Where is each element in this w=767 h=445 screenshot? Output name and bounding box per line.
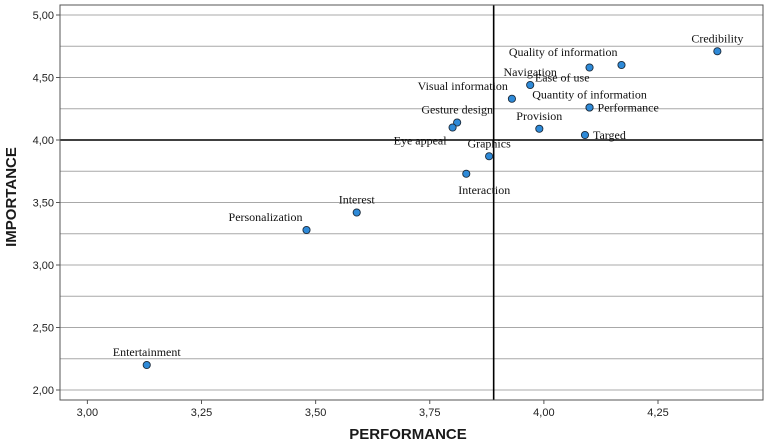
point-label: Provision [516,109,562,123]
point-label: Ease of use [535,71,590,85]
point-label: Gesture design [421,103,493,117]
data-point [448,123,457,132]
point-label: Eye appeal [394,134,448,148]
grid-lines [60,14,763,391]
point-label: Navigation [504,65,557,79]
point-label: Graphics [467,136,511,150]
x-tick-label: 4,25 [647,407,668,419]
y-tick-label: 4,50 [33,73,54,85]
data-point [302,225,311,235]
data-point [485,152,494,161]
point-label: Personalization [229,210,303,224]
point-label: Credibility [691,31,743,45]
x-tick-label: 3,25 [191,407,212,419]
y-tick-label: 4,00 [33,135,54,147]
point-label: Interaction [458,183,510,197]
point-label: Quantity of information [532,88,647,102]
point-label: Visual information [418,79,508,93]
data-point [580,130,590,140]
point-labels: Credibility Quality of information Ease of… [113,31,744,359]
data-point [507,94,516,103]
y-tick-label: 3,50 [33,198,54,210]
data-point [713,47,722,56]
y-axis-title: IMPORTANCE [3,147,20,247]
data-point [585,103,594,112]
y-tick-label: 3,00 [33,260,54,272]
point-label: Quality of information [509,45,618,59]
y-tick-label: 2,50 [33,323,54,335]
x-tick-label: 3,75 [419,407,440,419]
x-tick-label: 3,50 [305,407,326,419]
x-tick-label: 3,00 [77,407,98,419]
point-label: Interest [339,193,376,207]
data-point [462,169,471,178]
x-axis-title: PERFORMANCE [349,426,467,443]
reference-lines [60,5,763,400]
data-point [617,60,626,70]
x-tick-label: 4,00 [533,407,554,419]
point-label: Performance [598,101,659,115]
y-tick-label: 2,00 [33,385,54,397]
point-label: Entertainment [113,345,182,359]
y-tick-label: 5,00 [33,10,54,22]
x-tick-labels: 3,00 3,25 3,50 3,75 4,00 4,25 [77,400,669,419]
data-point [535,124,544,133]
data-point [142,360,151,370]
data-point [526,80,535,90]
data-point [585,63,594,72]
y-tick-labels: 2,00 2,50 3,00 3,50 4,00 4,50 5,00 [33,10,60,397]
data-point [352,208,361,217]
data-points [142,47,722,370]
data-point [453,118,462,127]
point-label: Targed [593,128,626,142]
